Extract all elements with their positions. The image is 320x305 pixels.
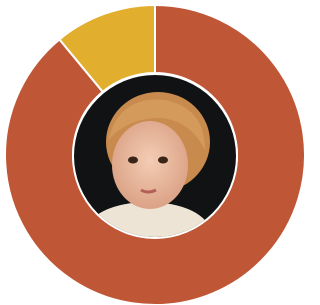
page: {"chart_data": {"type": "donut", "values… xyxy=(0,0,320,305)
chart xyxy=(0,0,307,305)
